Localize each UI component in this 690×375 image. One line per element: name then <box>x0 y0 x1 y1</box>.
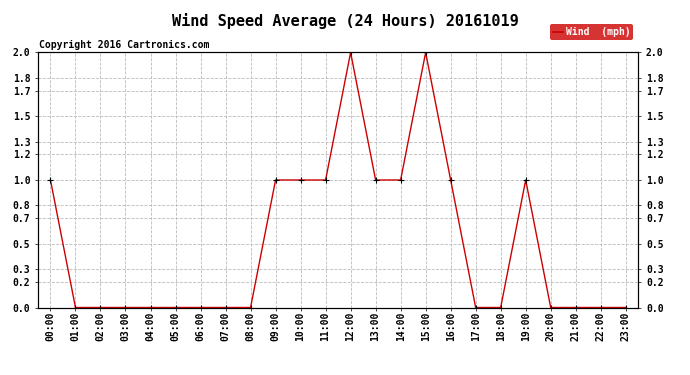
Legend: Wind  (mph): Wind (mph) <box>551 24 633 40</box>
Text: Copyright 2016 Cartronics.com: Copyright 2016 Cartronics.com <box>39 40 210 50</box>
Text: Wind Speed Average (24 Hours) 20161019: Wind Speed Average (24 Hours) 20161019 <box>172 13 518 29</box>
